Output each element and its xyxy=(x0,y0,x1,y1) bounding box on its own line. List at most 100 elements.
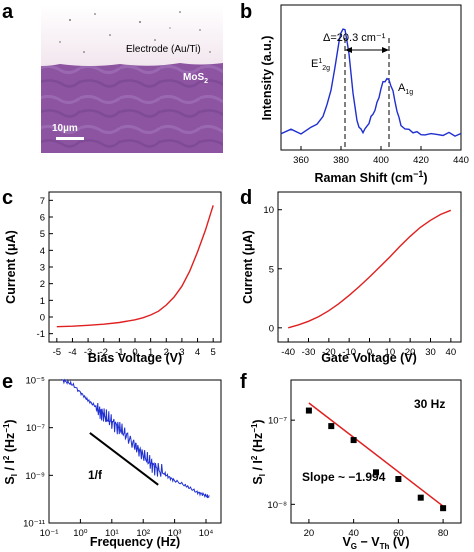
iv-curve-line xyxy=(56,205,214,328)
x-tick-c-2: 2 xyxy=(164,347,169,358)
data-point-f-4 xyxy=(395,475,402,482)
x-tick-d-30: 30 xyxy=(425,347,436,358)
delta-arrow-head-left xyxy=(345,47,352,53)
plot-frame-e xyxy=(48,379,222,524)
x-tick-f-80: 80 xyxy=(438,528,449,539)
a1g-sub: 1g xyxy=(405,89,413,96)
x-tick-b-360: 360 xyxy=(293,155,309,166)
transfer-curve-line xyxy=(288,209,452,329)
panel-label-d: d xyxy=(240,187,252,209)
y-tick-c-4: 4 xyxy=(40,246,45,257)
one-over-f-reference-line xyxy=(89,432,159,486)
panel-label-a: a xyxy=(2,1,14,23)
x-tick-e-3: 10² xyxy=(136,528,150,539)
data-point-f-6 xyxy=(440,505,447,512)
x-tick-d-0: 0 xyxy=(367,347,372,358)
data-point-f-3 xyxy=(373,469,379,476)
slope-label: Slope ~ −1.994 xyxy=(302,470,386,484)
a1g-peak-label: A1g xyxy=(398,82,413,96)
electrode-region xyxy=(41,5,223,66)
y-tick-e-0: 10⁻¹¹ xyxy=(23,519,45,530)
x-tick-e-1: 10⁰ xyxy=(73,528,88,539)
delta-arrow-head-right xyxy=(382,47,389,53)
data-points-f xyxy=(305,407,447,512)
x-tick-b-400: 400 xyxy=(373,155,389,166)
e2g-base: E xyxy=(311,58,318,70)
x-axis-label-c: Bias Voltage (V) xyxy=(88,351,182,365)
y-tick-c-6: 6 xyxy=(40,213,45,224)
scalebar-label: 10µm xyxy=(52,123,78,134)
plot-frame-b xyxy=(280,4,462,151)
y-axis-label-d: Current (μA) xyxy=(241,230,255,304)
x-tick-d-10: 10 xyxy=(385,347,396,358)
x-axis-label-d: Gate Voltage (V) xyxy=(321,351,417,365)
x-tick-c--2: -2 xyxy=(100,347,108,358)
e2g-peak-label: E12g xyxy=(311,58,330,72)
mos2-label: MoS2 xyxy=(183,72,208,85)
x-axis-label-b: Raman Shift (cm−1) xyxy=(314,169,427,185)
x-ticks-b: 360 380 400 420 440 xyxy=(293,146,469,166)
e2g-sub: 2g xyxy=(322,65,330,72)
x-tick-c-4: 4 xyxy=(195,347,200,358)
x-tick-d--40: -40 xyxy=(281,347,295,358)
x-tick-c-5: 5 xyxy=(211,347,216,358)
panel-label-e: e xyxy=(2,371,13,393)
x-tick-d--30: -30 xyxy=(302,347,316,358)
x-tick-c--5: -5 xyxy=(53,347,61,358)
fit-line xyxy=(308,402,444,507)
x-tick-f-20: 20 xyxy=(304,528,315,539)
x-tick-d--10: -10 xyxy=(342,347,356,358)
y-tick-c-1: 1 xyxy=(40,296,45,307)
y-axis-label-e: SI / I2 (Hz−1) xyxy=(2,419,19,484)
x-tick-d--20: -20 xyxy=(322,347,336,358)
panel-d: d -40 -30 -20 -10 0 10 20 30 40 0 5 10 Gate Voltage… xyxy=(240,187,462,365)
x-tick-e-4: 10³ xyxy=(168,528,182,539)
y-tick-e-1: 10⁻⁹ xyxy=(25,471,45,482)
y-tick-f-1: 10⁻⁷ xyxy=(268,416,288,427)
e2g-sup: 1 xyxy=(318,58,322,65)
data-point-f-0 xyxy=(305,407,312,414)
y-tick-c-7: 7 xyxy=(40,196,45,207)
y-axis-label-f: SI / I2 (Hz−1) xyxy=(250,419,267,484)
y-tick-c-5: 5 xyxy=(40,229,45,240)
raman-spectrum-line xyxy=(280,28,462,137)
y-tick-d-10: 10 xyxy=(263,205,274,216)
one-over-f-label: 1/f xyxy=(88,468,103,482)
scalebar xyxy=(56,137,84,140)
x-tick-d-40: 40 xyxy=(446,347,457,358)
electrode-specks xyxy=(59,11,211,53)
x-tick-e-5: 10⁴ xyxy=(199,528,214,539)
x-tick-e-0: 10⁻¹ xyxy=(40,528,59,539)
electrode-label: Electrode (Au/Ti) xyxy=(126,44,201,55)
y-tick-d-5: 5 xyxy=(269,264,274,275)
x-tick-c--4: -4 xyxy=(68,347,76,358)
panel-b: b 360 380 400 420 440 Raman Shift (cm−1) Int… xyxy=(240,1,469,185)
y-tick-c-2: 2 xyxy=(40,279,45,290)
mos2-label-main: MoS xyxy=(183,72,204,83)
x-tick-c--3: -3 xyxy=(84,347,92,358)
x-tick-c-1: 1 xyxy=(148,347,153,358)
x-axis-label-e: Frequency (Hz) xyxy=(90,535,180,549)
y-tick-c-3: 3 xyxy=(40,263,45,274)
data-point-f-1 xyxy=(328,423,335,430)
plot-frame-d xyxy=(277,191,462,343)
y-tick-f-0: 10⁻⁸ xyxy=(267,500,287,511)
ticks-f: 20 40 60 80 10⁻⁸ 10⁻⁷ xyxy=(267,416,448,539)
plot-frame-f xyxy=(290,379,462,524)
x-tick-f-60: 60 xyxy=(393,528,404,539)
data-point-f-2 xyxy=(350,437,357,444)
x-tick-b-380: 380 xyxy=(333,155,349,166)
y-axis-label-c: Current (μA) xyxy=(4,230,18,304)
y-tick-d-0: 0 xyxy=(269,323,274,334)
x-tick-c-3: 3 xyxy=(179,347,184,358)
x-tick-f-40: 40 xyxy=(348,528,359,539)
x-tick-c--1: -1 xyxy=(115,347,123,358)
panel-label-f: f xyxy=(240,371,247,393)
x-tick-b-420: 420 xyxy=(413,155,429,166)
panel-label-b: b xyxy=(240,1,252,23)
frequency-label: 30 Hz xyxy=(414,397,445,411)
